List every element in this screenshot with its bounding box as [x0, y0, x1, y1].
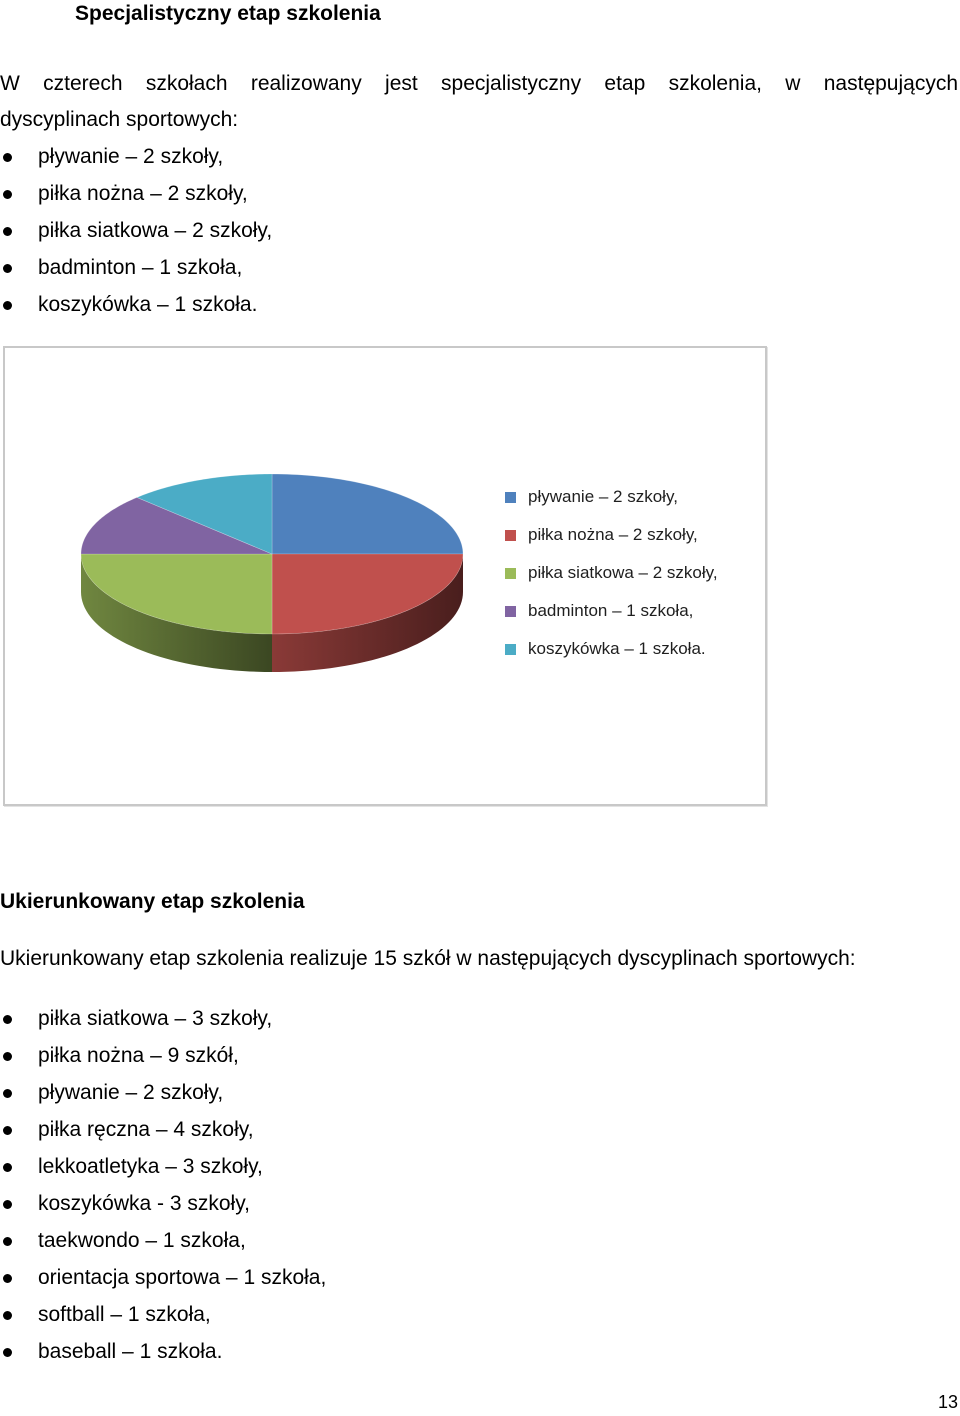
legend-swatch — [505, 530, 516, 541]
legend-swatch — [505, 644, 516, 655]
legend-swatch — [505, 492, 516, 503]
list-item: pływanie – 2 szkoły, — [0, 1074, 326, 1111]
pie-chart: pływanie – 2 szkoły,piłka nożna – 2 szko… — [80, 473, 464, 672]
legend-label: pływanie – 2 szkoły, — [528, 487, 678, 506]
pie-slice: piłka nożna – 2 szkoły, — [271, 553, 464, 635]
list-item: taekwondo – 1 szkoła, — [0, 1222, 326, 1259]
pie-slice: piłka siatkowa – 2 szkoły, — [80, 553, 273, 635]
legend-label: koszykówka – 1 szkoła. — [528, 639, 706, 658]
list-item: orientacja sportowa – 1 szkoła, — [0, 1259, 326, 1296]
list-item: koszykówka - 3 szkoły, — [0, 1185, 326, 1222]
legend-swatch — [505, 606, 516, 617]
legend-label: badminton – 1 szkoła, — [528, 601, 694, 620]
legend-label: piłka nożna – 2 szkoły, — [528, 525, 698, 544]
list-item: koszykówka – 1 szkoła. — [0, 286, 272, 323]
paragraph-specialist-line2: dyscyplinach sportowych: — [0, 108, 239, 131]
list-item: baseball – 1 szkoła. — [0, 1333, 326, 1370]
specialist-discipline-list: pływanie – 2 szkoły, piłka nożna – 2 szk… — [0, 138, 272, 323]
list-item: piłka ręczna – 4 szkoły, — [0, 1111, 326, 1148]
list-item: pływanie – 2 szkoły, — [0, 138, 272, 175]
list-item: piłka nożna – 9 szkół, — [0, 1037, 326, 1074]
paragraph-directed: Ukierunkowany etap szkolenia realizuje 1… — [0, 947, 856, 970]
list-item: piłka siatkowa – 2 szkoły, — [0, 212, 272, 249]
list-item: lekkoatletyka – 3 szkoły, — [0, 1148, 326, 1185]
legend-label: piłka siatkowa – 2 szkoły, — [528, 563, 718, 582]
pie-slice-side — [81, 554, 272, 672]
list-item: piłka nożna – 2 szkoły, — [0, 175, 272, 212]
paragraph-specialist-line1: W czterech szkołach realizowany jest spe… — [0, 72, 958, 95]
pie-slice-side — [272, 554, 463, 672]
pie-slice: pływanie – 2 szkoły, — [271, 473, 464, 555]
list-item: piłka siatkowa – 3 szkoły, — [0, 1000, 326, 1037]
page-number: 13 — [937, 1392, 958, 1412]
pie-slice: koszykówka – 1 szkoła. — [136, 473, 273, 555]
pie-chart-frame: pływanie – 2 szkoły,piłka nożna – 2 szko… — [3, 346, 767, 806]
list-item: softball – 1 szkoła, — [0, 1296, 326, 1333]
legend-swatch — [505, 568, 516, 579]
section-heading-directed: Ukierunkowany etap szkolenia — [0, 890, 305, 913]
directed-discipline-list: piłka siatkowa – 3 szkoły, piłka nożna –… — [0, 1000, 326, 1370]
list-item: badminton – 1 szkoła, — [0, 249, 272, 286]
pie-slice: badminton – 1 szkoła, — [80, 497, 273, 555]
section-heading-specialist: Specjalistyczny etap szkolenia — [75, 2, 381, 25]
